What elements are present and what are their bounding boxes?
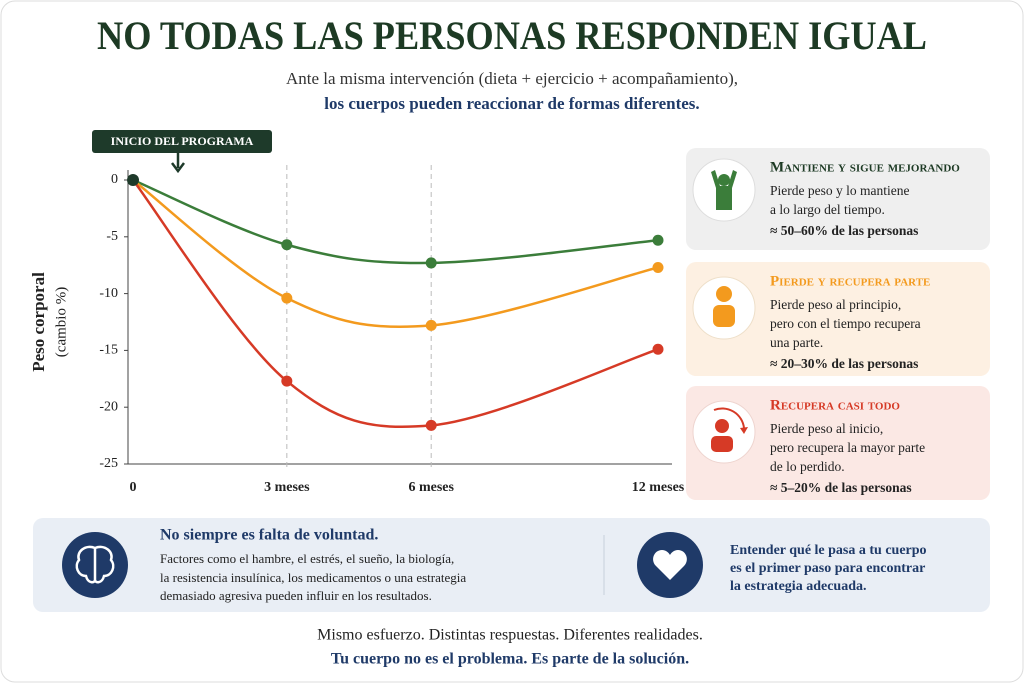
point xyxy=(425,257,437,269)
y-tick-label: -15 xyxy=(99,343,118,358)
y-label: (cambio %) xyxy=(53,287,69,357)
card-text: a lo largo del tiempo. xyxy=(770,202,885,217)
card-text: pero recupera la mayor parte xyxy=(770,440,925,455)
info-side: la estrategia adecuada. xyxy=(730,579,866,594)
arrow xyxy=(171,153,185,174)
start-point xyxy=(127,174,139,186)
icon xyxy=(711,407,748,452)
subtitle: Ante la misma intervención (dieta + ejer… xyxy=(286,69,738,88)
line xyxy=(132,179,659,429)
y-tick-label: -5 xyxy=(106,229,118,244)
card-text: Pierde peso al principio, xyxy=(770,297,901,312)
x-tick-label: 3 meses xyxy=(264,480,310,495)
footer: Mismo esfuerzo. Distintas respuestas. Di… xyxy=(317,627,703,644)
line xyxy=(132,178,659,265)
icon xyxy=(711,170,737,210)
card xyxy=(686,148,990,250)
info-side: Entender qué le pasa a tu cuerpo xyxy=(730,543,927,558)
icon xyxy=(713,286,735,327)
y-tick-label: -20 xyxy=(99,399,118,414)
brain-icon xyxy=(75,545,115,584)
card-text: Pierde peso al inicio, xyxy=(770,421,883,436)
annotation: INICIO DEL PROGRAMA xyxy=(111,134,254,148)
card-text: pero con el tiempo recupera xyxy=(770,316,921,331)
info-side: es el primer paso para encontrar xyxy=(730,561,925,576)
point xyxy=(281,239,293,251)
card xyxy=(686,386,990,500)
subtitle: los cuerpos pueden reaccionar de formas … xyxy=(324,94,699,113)
card-text: de lo perdido. xyxy=(770,459,845,474)
line xyxy=(132,179,659,329)
annotation-box xyxy=(92,130,272,153)
legend-label: Pierde y recupera parte xyxy=(770,273,930,289)
card-share: ≈ 50–60% de las personas xyxy=(770,223,918,238)
point xyxy=(281,375,293,387)
info-heading: No siempre es falta de voluntad. xyxy=(160,527,378,544)
y-label: Peso corporal xyxy=(29,272,48,372)
card xyxy=(686,262,990,376)
card-share: ≈ 5–20% de las personas xyxy=(770,480,912,495)
footer: Tu cuerpo no es el problema. Es parte de… xyxy=(331,651,689,668)
point xyxy=(281,292,293,304)
point xyxy=(652,343,664,355)
card-share: ≈ 20–30% de las personas xyxy=(770,356,918,371)
title: NO TODAS LAS PERSONAS RESPONDEN IGUAL xyxy=(97,13,927,58)
y-tick-label: 0 xyxy=(111,172,118,187)
point xyxy=(652,261,664,273)
x-tick-label: 12 meses xyxy=(632,480,685,495)
y-tick-label: -25 xyxy=(99,456,118,471)
y-tick-label: -10 xyxy=(99,286,118,301)
x-tick-label: 6 meses xyxy=(408,480,454,495)
info-body: demasiado agresiva pueden influir en los… xyxy=(160,588,432,603)
card-text: una parte. xyxy=(770,335,823,350)
legend-label: Mantiene y sigue mejorando xyxy=(770,159,960,175)
point xyxy=(652,234,664,246)
legend-label: Recupera casi todo xyxy=(770,397,900,413)
point xyxy=(425,319,437,331)
x-tick-label: 0 xyxy=(130,480,137,495)
heart-icon xyxy=(653,550,687,580)
info-body: la resistencia insulínica, los medicamen… xyxy=(160,570,466,585)
point xyxy=(425,419,437,431)
info-panel xyxy=(33,518,990,612)
info-body: Factores como el hambre, el estrés, el s… xyxy=(160,551,454,566)
card-text: Pierde peso y lo mantiene xyxy=(770,183,909,198)
